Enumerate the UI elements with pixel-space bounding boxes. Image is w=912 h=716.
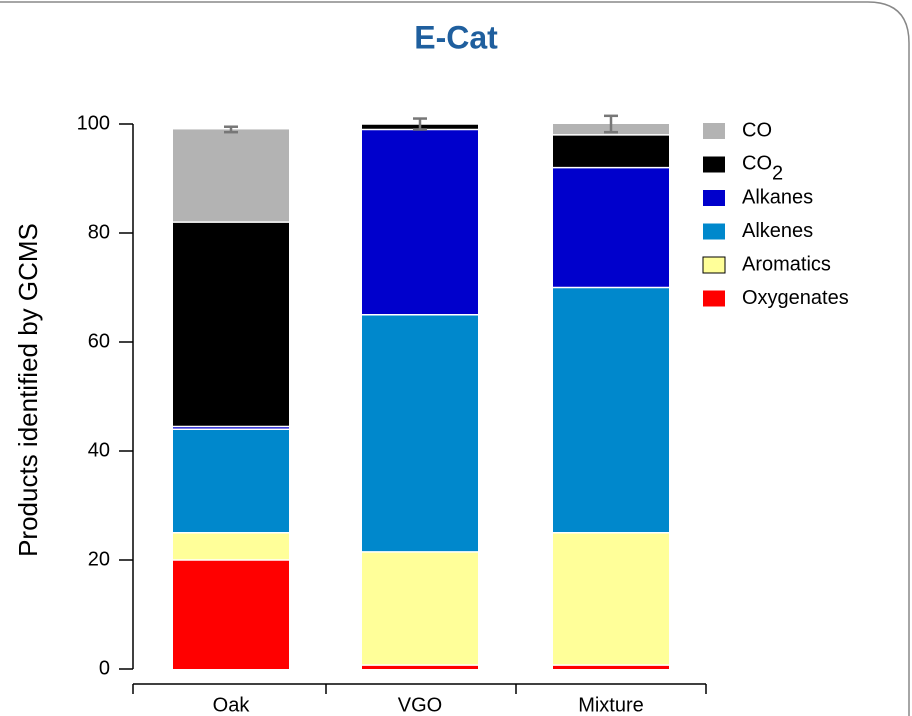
legend-swatch [702, 256, 726, 274]
y-tick-label: 40 [88, 439, 110, 461]
bar-segment [173, 429, 289, 533]
legend-label: Oxygenates [742, 287, 849, 309]
legend-label: Alkenes [742, 220, 813, 242]
error-bar [224, 125, 238, 134]
legend-swatch [703, 190, 725, 206]
bar-segment [553, 287, 669, 533]
y-axis-label: Products identified by GCMS [13, 223, 43, 557]
legend-label: Aromatics [742, 253, 831, 275]
legend-label: CO [742, 119, 772, 141]
bar-segment [362, 665, 478, 669]
legend-label: CO2 [742, 153, 783, 185]
x-tick-label: VGO [398, 694, 442, 716]
legend-swatch [703, 156, 725, 173]
y-tick-label: 60 [88, 330, 110, 352]
x-tick-label: Oak [213, 694, 251, 716]
bar-segment [173, 560, 289, 669]
legend-swatch [703, 223, 725, 240]
bar-segment [173, 222, 289, 427]
bar-segment [553, 532, 669, 666]
chart-title: E-Cat [414, 19, 498, 55]
bar-segment [362, 551, 478, 666]
y-tick-label: 100 [77, 112, 110, 134]
bar-segment [173, 426, 289, 430]
bar-segment [553, 167, 669, 288]
y-tick-label: 80 [88, 221, 110, 243]
bar-segment [553, 665, 669, 669]
y-tick-label: 0 [99, 657, 110, 679]
legend-label: Alkanes [742, 186, 813, 208]
bar-segment [553, 134, 669, 168]
bar-segment [173, 532, 289, 560]
bar-segment [362, 314, 478, 552]
error-bar [413, 117, 427, 131]
x-tick-label: Mixture [578, 694, 644, 716]
bar-segment [173, 129, 289, 223]
error-bar [604, 114, 618, 134]
bar-segment [362, 129, 478, 315]
legend-swatch [703, 123, 725, 139]
legend-swatch [703, 290, 725, 307]
y-tick-label: 20 [88, 548, 110, 570]
